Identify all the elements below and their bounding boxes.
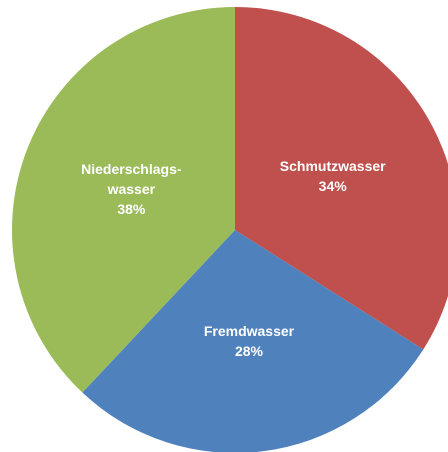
category-label: Niederschlags- wasser xyxy=(81,160,182,197)
value-label: 28% xyxy=(234,342,263,359)
category-label: Schmutzwasser xyxy=(279,158,386,175)
pie-slice xyxy=(235,7,448,350)
pie-slice xyxy=(12,7,236,393)
slice-label: Fremdwasser 28% xyxy=(204,321,294,361)
pie-slice xyxy=(82,230,424,452)
value-label: 38% xyxy=(117,200,146,217)
value-label: 34% xyxy=(318,178,347,195)
slice-label: Niederschlags- wasser 38% xyxy=(81,159,181,219)
category-label: Fremdwasser xyxy=(203,322,295,339)
slice-label: Schmutzwasser 34% xyxy=(280,156,386,196)
